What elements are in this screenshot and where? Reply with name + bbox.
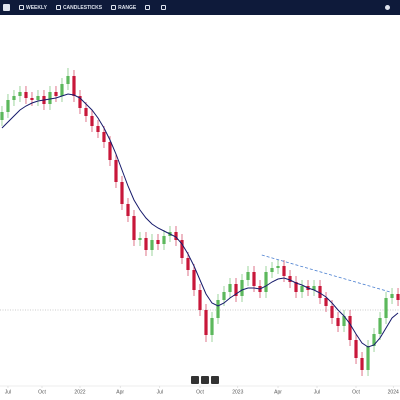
candle-body xyxy=(330,306,334,318)
candle-body xyxy=(198,290,202,310)
candle-body xyxy=(240,280,244,296)
x-tick-label: Jul xyxy=(314,389,320,395)
candle-body xyxy=(372,334,376,346)
chart-type-label: CANDLESTICKS xyxy=(62,4,103,11)
candle-body xyxy=(36,96,40,100)
candle-body xyxy=(0,112,4,120)
candle-body xyxy=(318,286,322,298)
nav-buttons xyxy=(191,376,219,384)
candle-body xyxy=(342,316,346,326)
candle-body xyxy=(246,272,250,280)
candle-body xyxy=(180,240,184,258)
candle-body xyxy=(150,240,154,250)
candle-body xyxy=(30,98,34,100)
candle-body xyxy=(282,266,286,276)
trend-line xyxy=(261,254,391,293)
candle-body xyxy=(12,96,16,100)
candle-body xyxy=(228,284,232,292)
candle-body xyxy=(294,282,298,292)
x-tick-label: Oct xyxy=(38,389,46,395)
candle-body xyxy=(276,266,280,268)
candle-body xyxy=(126,204,130,216)
candle-body xyxy=(156,240,160,244)
candle-body xyxy=(78,96,82,108)
candle-body xyxy=(114,160,118,182)
candle-body xyxy=(324,298,328,306)
nav-next[interactable] xyxy=(201,376,209,384)
candle-body xyxy=(252,272,256,286)
x-tick-label: Jul xyxy=(157,389,163,395)
x-tick-label: Jul xyxy=(5,389,11,395)
candle-body xyxy=(288,276,292,282)
candle-body xyxy=(390,294,394,298)
candle-body xyxy=(132,216,136,240)
x-tick-label: Oct xyxy=(196,389,204,395)
nav-reset[interactable] xyxy=(211,376,219,384)
moving-average xyxy=(1,93,399,348)
candle-body xyxy=(270,268,274,272)
settings-button[interactable] xyxy=(385,5,390,10)
candle-body xyxy=(336,318,340,326)
candle-body xyxy=(264,272,268,292)
candle-body xyxy=(192,270,196,290)
candle-body xyxy=(102,132,106,142)
x-tick-label: 2023 xyxy=(232,389,243,395)
candle-body xyxy=(162,236,166,244)
candle-body xyxy=(366,346,370,370)
chart-type-button[interactable]: CANDLESTICKS xyxy=(55,4,103,11)
x-tick-label: Apr xyxy=(116,389,124,395)
candle-body xyxy=(72,76,76,96)
candle-body xyxy=(186,258,190,270)
nav-prev[interactable] xyxy=(191,376,199,384)
add-button[interactable] xyxy=(3,4,10,11)
candle-body xyxy=(216,300,220,318)
candle-body xyxy=(18,92,22,96)
candle-body xyxy=(210,318,214,335)
candle-body xyxy=(108,142,112,160)
candle-body xyxy=(378,318,382,334)
range-button[interactable]: RANGE xyxy=(111,5,136,11)
candle-body xyxy=(222,292,226,300)
candle-body xyxy=(384,298,388,318)
candle-body xyxy=(204,310,208,335)
x-tick-label: 2024 xyxy=(388,389,399,395)
candle-body xyxy=(54,92,58,96)
candle-body xyxy=(138,238,142,240)
interval-label: WEEKLY xyxy=(26,4,47,11)
candle-body xyxy=(360,358,364,370)
interval-button[interactable]: WEEKLY xyxy=(19,5,47,11)
candle-body xyxy=(348,316,352,340)
candle-body xyxy=(6,100,10,112)
candle-body xyxy=(144,238,148,250)
candle-body xyxy=(300,286,304,292)
candle-body xyxy=(396,294,400,300)
candle-body xyxy=(24,92,28,98)
candle-body xyxy=(234,284,238,296)
candle-body xyxy=(96,126,100,132)
x-tick-label: 2022 xyxy=(74,389,85,395)
grid-button[interactable] xyxy=(161,5,168,10)
candle-body xyxy=(174,232,178,240)
range-label: RANGE xyxy=(118,4,137,11)
candle-body xyxy=(354,340,358,358)
candle-body xyxy=(48,92,52,104)
candle-body xyxy=(60,84,64,96)
x-tick-label: Apr xyxy=(274,389,282,395)
candle-body xyxy=(66,76,70,84)
candle-body xyxy=(312,286,316,290)
x-tick-label: Oct xyxy=(352,389,360,395)
indicator-button[interactable] xyxy=(145,5,152,10)
candle-body xyxy=(90,116,94,126)
toolbar: WEEKLY CANDLESTICKS RANGE xyxy=(0,0,400,15)
candle-body xyxy=(84,108,88,116)
candle-body xyxy=(120,182,124,204)
